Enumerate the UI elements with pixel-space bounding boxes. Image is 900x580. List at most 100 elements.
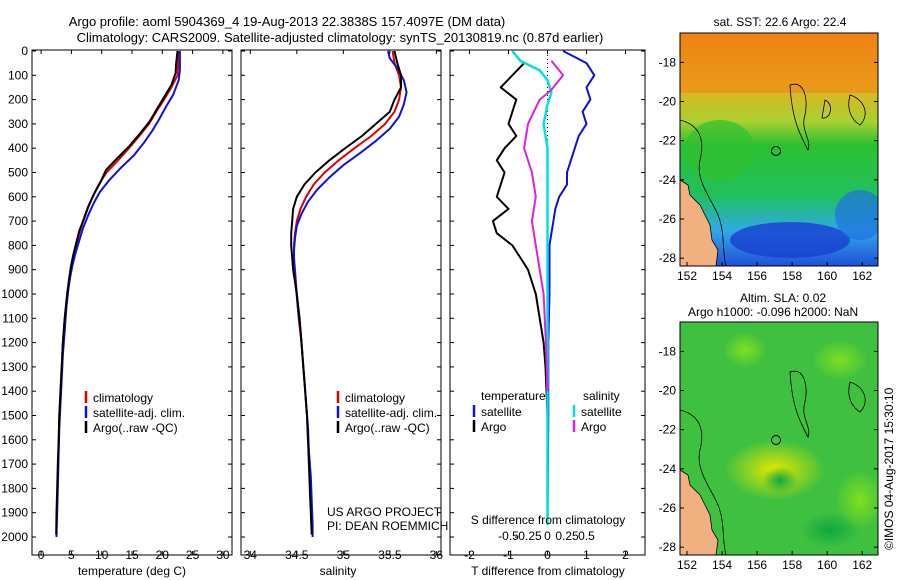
legend-label-satellite: satellite-adj. clim. xyxy=(93,406,185,420)
legend-label-argo: Argo(..raw -QC) xyxy=(93,421,178,435)
lat-tick-label: -28 xyxy=(659,251,677,265)
depth-tick-label: 1400 xyxy=(1,384,28,398)
x-tick-label: 34 xyxy=(244,548,258,562)
coastline xyxy=(680,469,719,555)
project-line: US ARGO PROJECT xyxy=(327,505,442,519)
sst-cool-patch xyxy=(835,190,878,240)
salinity-xlabel: salinity xyxy=(320,564,357,578)
lat-tick-label: -22 xyxy=(659,134,677,148)
salinity-legend: climatology satellite-adj. clim. Argo(..… xyxy=(336,391,437,435)
temperature-xlabel: temperature (deg C) xyxy=(78,564,186,578)
series-line-argo-raw-qc- xyxy=(290,50,402,535)
lon-tick-label: 154 xyxy=(712,558,732,572)
sla-low-patch xyxy=(762,466,798,494)
profile-location-marker xyxy=(771,146,781,156)
lat-tick-label: -28 xyxy=(659,540,677,554)
s-difference-label: S difference from climatology xyxy=(471,513,626,527)
depth-tick-label: 1300 xyxy=(1,360,28,374)
series-line-satellite-adj-clim- xyxy=(293,50,408,537)
lon-tick-label: 152 xyxy=(677,558,697,572)
difference-legend: temperature salinity satellite Argo sate… xyxy=(472,389,622,434)
x-tick-label: -2 xyxy=(464,548,475,562)
lat-tick-label: -20 xyxy=(659,384,677,398)
sla-low-patch xyxy=(800,512,860,548)
s-tick-label: 0 xyxy=(544,529,551,543)
s-tick-label: -0.25 xyxy=(514,529,542,543)
lon-tick-label: 158 xyxy=(782,269,802,283)
legend-label-satellite: satellite-adj. clim. xyxy=(345,406,437,420)
x-tick-label: 10 xyxy=(95,548,109,562)
x-tick-label: 34.5 xyxy=(285,548,309,562)
s-tick-label: 0.25 xyxy=(555,529,579,543)
difference-plot: -2 -1 0 1 2 -0.5-0.25 0 0.25 0.5 xyxy=(464,50,629,562)
bathymetry-contour xyxy=(848,94,866,126)
t-difference-xlabel: T difference from climatology xyxy=(471,564,625,578)
depth-tick-label: 2000 xyxy=(1,530,28,544)
lat-tick-label: -26 xyxy=(659,212,677,226)
series-line-salinity-satellite xyxy=(511,50,553,525)
depth-tick-label: 900 xyxy=(8,263,28,277)
temperature-plot: 0 5 10 15 20 25 30 xyxy=(38,50,230,562)
lon-tick-label: 162 xyxy=(852,558,872,572)
series-line-temperature-satellite xyxy=(546,50,596,525)
depth-tick-label: 1800 xyxy=(1,481,28,495)
x-tick-label: 15 xyxy=(125,548,139,562)
depth-tick-label: 800 xyxy=(8,238,28,252)
sla-map-title-line1: Altim. SLA: 0.02 xyxy=(740,291,826,305)
x-tick-label: 25 xyxy=(186,548,200,562)
lon-tick-label: 156 xyxy=(747,269,767,283)
x-tick-label: 35.5 xyxy=(378,548,402,562)
x-tick-label: 30 xyxy=(216,548,230,562)
sla-high-patch xyxy=(812,340,868,380)
bathymetry-contour xyxy=(848,381,866,413)
depth-tick-label: 200 xyxy=(8,93,28,107)
depth-tick-label: 1000 xyxy=(1,287,28,301)
lat-tick-label: -18 xyxy=(659,55,677,69)
x-tick-label: 35 xyxy=(337,548,351,562)
lon-tick-label: 158 xyxy=(782,558,802,572)
depth-tick-label: 1200 xyxy=(1,336,28,350)
sst-map-title: sat. SST: 22.6 Argo: 22.4 xyxy=(714,15,847,29)
sla-map-title-line2: Argo h1000: -0.096 h2000: NaN xyxy=(688,305,858,319)
temperature-legend: climatology satellite-adj. clim. Argo(..… xyxy=(84,391,185,435)
depth-tick-label: 0 xyxy=(21,44,28,58)
lat-tick-label: -24 xyxy=(659,462,677,476)
legend-label-s-argo: Argo xyxy=(581,420,607,434)
sla-high-patch xyxy=(723,332,767,368)
x-tick-label: 20 xyxy=(156,548,170,562)
pi-line: PI: DEAN ROEMMICH xyxy=(327,519,448,533)
x-tick-label: 0 xyxy=(544,548,551,562)
depth-tick-label: 100 xyxy=(8,68,28,82)
legend-label-climatology: climatology xyxy=(93,391,153,405)
lat-tick-label: -18 xyxy=(659,344,677,358)
sst-warm-patch xyxy=(680,33,878,93)
lon-tick-label: 154 xyxy=(712,269,732,283)
lat-tick-label: -20 xyxy=(659,95,677,109)
lon-tick-label: 156 xyxy=(747,558,767,572)
lon-tick-label: 152 xyxy=(677,269,697,283)
lon-tick-label: 160 xyxy=(817,269,837,283)
x-tick-label: 1 xyxy=(583,548,590,562)
coastline xyxy=(680,179,719,266)
salinity-plot: 34 34.5 35 35.5 36 xyxy=(244,50,443,562)
salinity-panel-frame xyxy=(240,49,442,556)
sla-map xyxy=(680,322,878,555)
lat-tick-label: -26 xyxy=(659,501,677,515)
x-tick-label: 0 xyxy=(38,548,45,562)
depth-tick-label: 300 xyxy=(8,117,28,131)
s-tick-label: -0.5 xyxy=(498,529,519,543)
bathymetry-contour xyxy=(789,370,810,438)
depth-tick-label: 1600 xyxy=(1,433,28,447)
legend-label-argo: Argo(..raw -QC) xyxy=(345,421,430,435)
s-tick-label: 0.5 xyxy=(578,529,595,543)
lon-tick-label: 160 xyxy=(817,558,837,572)
depth-tick-label: 700 xyxy=(8,214,28,228)
bathymetry-contour xyxy=(680,119,727,266)
depth-axis: 0 100 200 300 400 500 600 700 800 900 1000 1100 1200… xyxy=(1,44,645,544)
depth-tick-label: 1500 xyxy=(1,408,28,422)
imos-stamp: ©IMOS 04-Aug-2017 15:30:10 xyxy=(882,387,896,550)
bathymetry-contour xyxy=(680,409,727,555)
sst-cool-patch xyxy=(730,222,850,258)
